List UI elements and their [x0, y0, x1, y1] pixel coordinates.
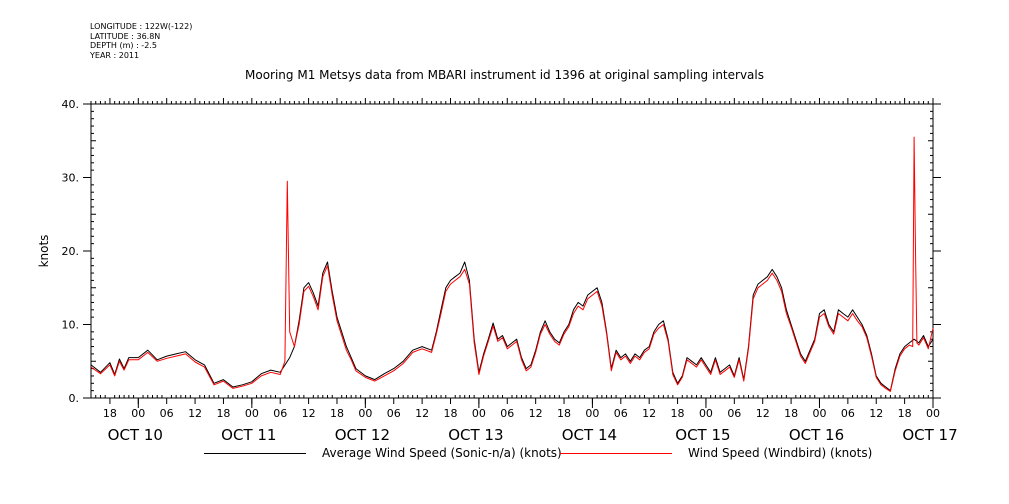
y-axis-label: knots [37, 235, 51, 268]
x-day-label: OCT 10 [108, 426, 163, 444]
x-hour-label: 12 [529, 407, 543, 420]
plot-frame [90, 103, 934, 399]
x-day-label: OCT 15 [675, 426, 730, 444]
x-hour-label: 00 [472, 407, 486, 420]
legend-swatch-average [204, 453, 306, 454]
x-day-label: OCT 16 [789, 426, 844, 444]
year-text: YEAR : 2011 [90, 50, 140, 60]
legend-swatch-windbird [560, 453, 672, 454]
x-hour-label: 00 [358, 407, 372, 420]
x-hour-label: 18 [103, 407, 117, 420]
x-hour-label: 18 [557, 407, 571, 420]
series-line-average-wind [90, 261, 934, 392]
y-tick-label: 20. [62, 245, 80, 258]
x-day-label: OCT 17 [902, 426, 957, 444]
wind-speed-chart: 0. 10. 20. 30. 40. knots 18 00 06 12 18 00 06 12 18 00 0… [37, 98, 958, 444]
x-hour-label: 06 [614, 407, 628, 420]
x-day-label: OCT 11 [221, 426, 276, 444]
series-line-windbird [90, 136, 934, 392]
x-hour-label: 18 [444, 407, 458, 420]
x-hour-label: 00 [812, 407, 826, 420]
x-hour-label: 18 [330, 407, 344, 420]
x-hour-label: 00 [699, 407, 713, 420]
longitude-text: LONGITUDE : 122W(-122) [90, 22, 193, 31]
x-hour-label: 18 [784, 407, 798, 420]
latitude-text: LATITUDE : 36.8N [90, 31, 161, 41]
x-hour-label: 06 [841, 407, 855, 420]
x-hour-label: 06 [500, 407, 514, 420]
depth-text: DEPTH (m) : -2.5 [90, 41, 157, 50]
x-hour-label: 06 [273, 407, 287, 420]
legend: Average Wind Speed (Sonic-n/a) (knots) W… [0, 444, 1009, 464]
legend-label-average: Average Wind Speed (Sonic-n/a) (knots) [322, 446, 562, 460]
x-hour-label: 00 [245, 407, 259, 420]
x-hour-label: 18 [898, 407, 912, 420]
y-tick-label: 30. [62, 172, 80, 185]
x-hour-label: 12 [415, 407, 429, 420]
x-day-label: OCT 14 [562, 426, 617, 444]
x-hour-label: 18 [671, 407, 685, 420]
x-hour-label: 06 [160, 407, 174, 420]
x-hour-label: 00 [131, 407, 145, 420]
y-tick-label: 10. [62, 319, 80, 332]
x-hour-label: 12 [302, 407, 316, 420]
chart-title: Mooring M1 Metsys data from MBARI instru… [245, 68, 764, 82]
y-tick-label: 40. [62, 98, 80, 111]
x-hour-label: 12 [642, 407, 656, 420]
x-day-label: OCT 13 [448, 426, 503, 444]
y-tick-label: 0. [69, 392, 80, 405]
x-hour-label: 18 [216, 407, 230, 420]
x-hour-label: 12 [188, 407, 202, 420]
x-hour-label: 12 [756, 407, 770, 420]
station-metadata: LONGITUDE : 122W(-122) LATITUDE : 36.8N … [90, 22, 192, 60]
x-hour-label: 06 [387, 407, 401, 420]
legend-label-windbird: Wind Speed (Windbird) (knots) [688, 446, 873, 460]
x-hour-label: 12 [869, 407, 883, 420]
x-hour-label: 00 [585, 407, 599, 420]
x-hour-label: 06 [727, 407, 741, 420]
x-hour-label: 00 [926, 407, 940, 420]
x-day-label: OCT 12 [335, 426, 390, 444]
